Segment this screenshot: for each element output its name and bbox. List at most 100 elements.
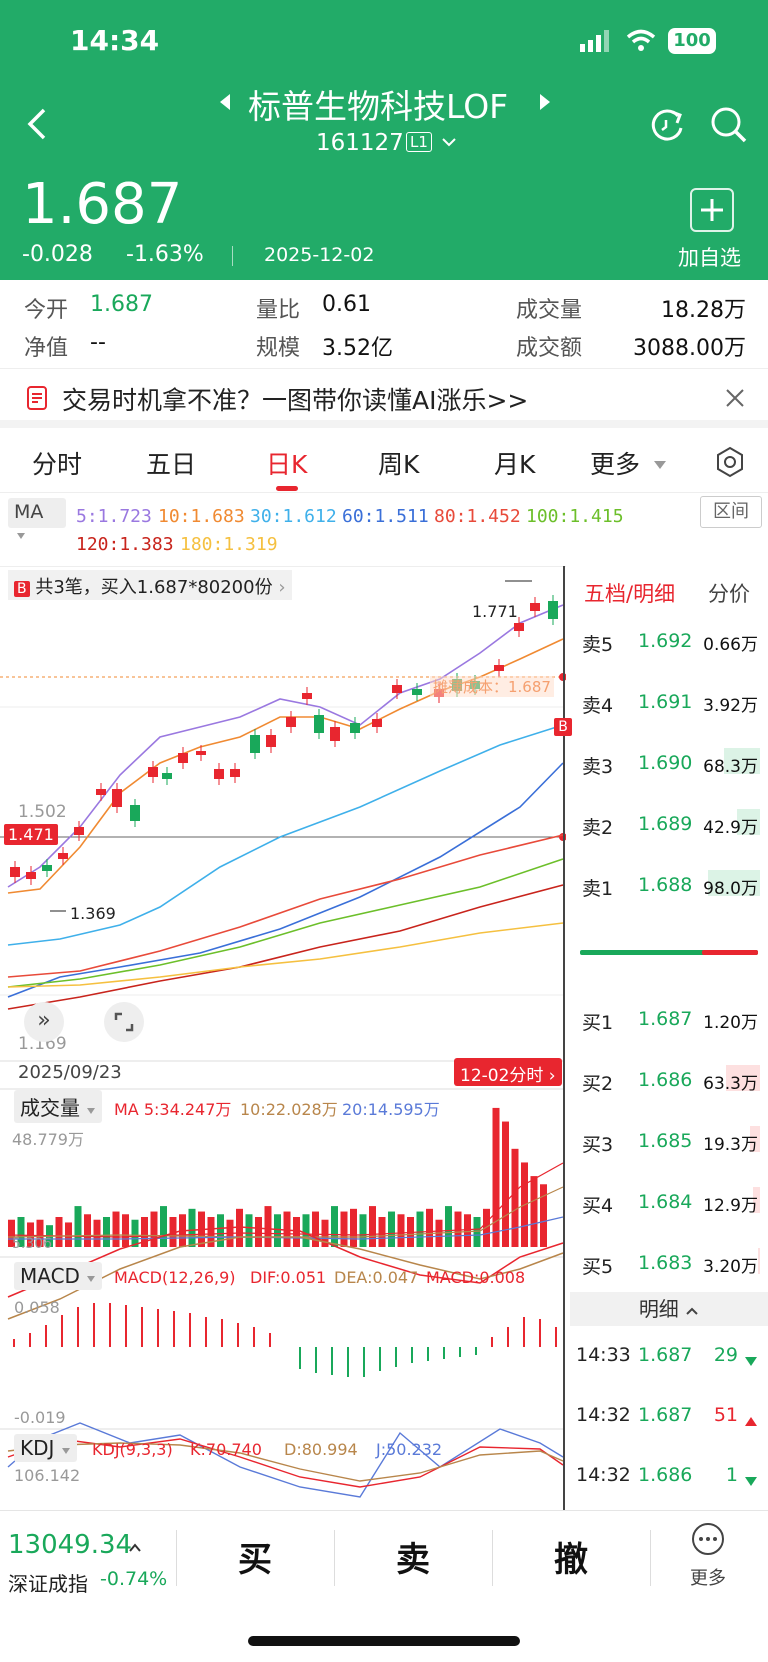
volume-value: 18.28万 [661,298,746,323]
expand-button[interactable]: » [24,1002,64,1042]
volume-bar [445,1206,452,1247]
macd-params: MACD(12,26,9) [114,1268,236,1287]
tab-daily-k[interactable]: 日K [266,450,308,479]
trade-note[interactable]: B 共3笔，买入1.687*80200份 › [8,570,292,600]
orderbook-tab-active[interactable]: 五档/明细 [584,582,676,606]
home-indicator [248,1636,520,1646]
volume-bar [8,1219,15,1247]
order-price: 1.684 [638,1191,693,1213]
sell-button[interactable]: 卖 [396,1540,430,1580]
ask-row-1[interactable]: 卖5 1.692 0.66万 [572,630,768,690]
volume-bar [255,1217,262,1247]
nav-value: -- [90,330,106,355]
ma60-value: 60:1.511 [342,506,429,527]
ma100-line [7,858,564,988]
kdj-d: D:80.994 [284,1440,358,1459]
order-volume: 3.20万 [703,1257,758,1277]
buy-button[interactable]: 买 [238,1540,272,1580]
volume-bar [84,1214,91,1247]
nav-label: 净值 [24,336,69,361]
ask-row-4[interactable]: 卖2 1.689 42.9万 [572,809,768,873]
index-value[interactable]: 13049.34 [8,1530,133,1560]
kline-chart[interactable] [0,567,566,1511]
tab-monthly-k[interactable]: 月K [494,450,536,479]
candle [286,717,296,727]
volume-bar [388,1211,395,1247]
tab-intraday[interactable]: 分时 [32,450,83,479]
trade-row: 14:32 1.687 51 [572,1404,768,1462]
open-label: 今开 [24,298,69,323]
candle [178,753,188,763]
back-icon[interactable] [22,104,52,144]
macd-dropdown-icon [87,1276,96,1282]
next-stock-icon[interactable] [538,92,552,112]
ask-row-5[interactable]: 卖1 1.688 98.0万 [572,870,768,934]
bid-row-3[interactable]: 买3 1.685 19.3万 [572,1126,768,1190]
order-label: 买1 [582,1012,614,1034]
volume-bar [217,1214,224,1247]
fullscreen-button[interactable] [104,1002,144,1042]
tab-weekly-k[interactable]: 周K [378,450,420,479]
volume-bar [511,1148,519,1247]
kdj-dropdown-icon [61,1448,70,1454]
add-watch-button[interactable] [690,188,734,232]
ma180-value: 180:1.319 [180,534,278,555]
macd-selector[interactable]: MACD [14,1262,103,1290]
promo-banner[interactable]: 交易时机拿不准？一图带你读懂AI涨乐>> [0,368,768,428]
kdj-max: 106.142 [14,1466,81,1485]
high-label: 1.771 [472,602,518,621]
bid-row-2[interactable]: 买2 1.686 63.3万 [572,1065,768,1129]
ma30-line [7,724,564,946]
kdj-j: J:50.232 [376,1440,443,1459]
macd-value: MACD:0.008 [426,1268,526,1287]
active-tab-indicator [276,486,298,491]
prev-stock-icon[interactable] [218,92,232,112]
settings-icon[interactable] [714,446,746,478]
intraday-button[interactable]: 12-02分时 › [454,1058,562,1086]
bid-row-1[interactable]: 买1 1.687 1.20万 [572,1008,768,1068]
volume-selector[interactable]: 成交量 [14,1090,103,1123]
detail-header[interactable]: 明细 [570,1292,768,1326]
cancel-button[interactable]: 撤 [554,1540,588,1580]
search-icon[interactable] [710,106,748,144]
order-volume: 98.0万 [703,879,758,899]
more-button[interactable]: 更多 [676,1522,740,1592]
vol-ratio-value: 0.61 [322,292,371,317]
bid-row-5[interactable]: 买5 1.683 3.20万 [572,1248,768,1312]
volume-bar [502,1121,509,1247]
macd-dea: DEA:0.047 [334,1268,419,1287]
status-time: 14:34 [70,24,160,57]
orderbook-tab-price[interactable]: 分价 [708,582,750,606]
volume-bar [264,1206,272,1247]
trade-volume: 51 [713,1404,738,1426]
chevron-down-icon[interactable] [440,134,458,148]
more-chevron-icon[interactable] [652,456,668,469]
banner-text[interactable]: 交易时机拿不准？一图带你读懂AI涨乐>> [62,386,529,415]
volume-bar [464,1214,471,1247]
interval-button[interactable]: 区间 [700,496,762,528]
add-watch-label[interactable]: 加自选 [678,246,741,270]
bottom-divider [650,1530,651,1586]
kdj-k: K:70.740 [190,1440,262,1459]
bid-row-4[interactable]: 买4 1.684 12.9万 [572,1187,768,1251]
volume-bar [141,1217,148,1247]
bottom-divider [176,1530,177,1586]
kdj-selector[interactable]: KDJ [14,1434,77,1462]
tab-more[interactable]: 更多 [590,450,641,479]
bottom-divider [492,1530,493,1586]
tab-five-day[interactable]: 五日 [146,450,197,479]
ask-row-2[interactable]: 卖4 1.691 3.92万 [572,691,768,751]
ask-row-3[interactable]: 卖3 1.690 68.3万 [572,748,768,812]
refresh-icon[interactable] [648,106,686,144]
start-date-label: 2025/09/23 [18,1062,122,1083]
battery-icon: 100 [668,28,716,54]
ma-selector[interactable]: MA [8,498,66,539]
ma-label: MA [14,501,44,523]
close-icon[interactable] [722,385,748,411]
ma60-line [7,762,564,998]
volume-ma10-line [7,1186,564,1238]
volume-bar [160,1206,167,1247]
volume-ma5-line [7,1162,564,1238]
candle [392,685,402,693]
volume-bar [331,1206,338,1247]
